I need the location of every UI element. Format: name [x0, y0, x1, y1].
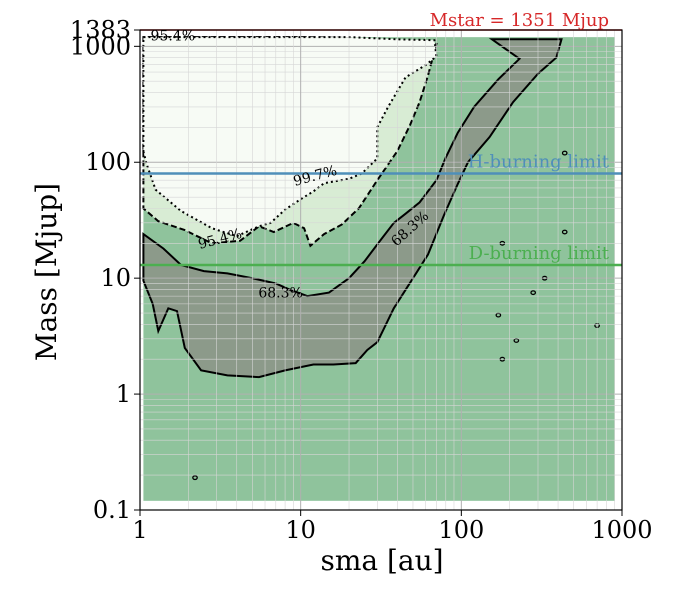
y-tick-label: 1000 [70, 32, 131, 60]
y-tick-label: 0.1 [93, 496, 131, 524]
axes-border [139, 29, 623, 511]
x-tick-label: 1000 [591, 516, 652, 544]
x-axis-title: sma [au] [320, 544, 443, 577]
reference-line-label: D-burning limit [469, 243, 610, 264]
x-tick-label: 1 [132, 516, 147, 544]
x-tick-label: 10 [285, 516, 316, 544]
y-tick-label: 1383 [70, 16, 131, 44]
contour-island [561, 229, 568, 235]
contour-island [530, 290, 537, 296]
contour-68-3pct [142, 38, 563, 379]
y-tick-label: 1 [116, 380, 131, 408]
contour-island [192, 475, 198, 481]
y-axis-title: Mass [Mjup] [30, 183, 63, 361]
x-tick-label: 100 [438, 516, 484, 544]
mstar-annotation: Mstar = 1351 Mjup [430, 10, 609, 31]
contour-label: 68.3% [258, 286, 302, 302]
y-tick-label: 100 [85, 148, 131, 176]
axes-frame [139, 29, 623, 511]
contour-island [561, 150, 568, 156]
y-tick-label: 10 [100, 264, 131, 292]
contour-label: 95.4% [151, 29, 195, 45]
reference-line-label: H-burning limit [468, 151, 610, 172]
